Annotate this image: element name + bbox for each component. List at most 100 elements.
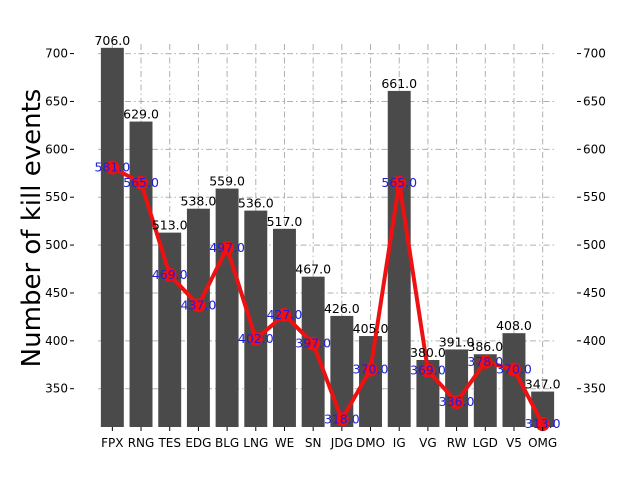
- bar-value-label: 559.0: [209, 174, 245, 189]
- x-tick-label: BLG: [215, 436, 239, 450]
- y-tick-label-left: 650: [45, 94, 68, 108]
- x-tick-label: VG: [419, 436, 437, 450]
- bar-value-label: 517.0: [267, 214, 303, 229]
- x-tick-label: OMG: [528, 436, 557, 450]
- bar-value-label: 391.0: [439, 334, 475, 349]
- point-value-label: 378.0: [467, 354, 503, 369]
- y-tick-label-right: 650: [583, 94, 606, 108]
- bar: [301, 276, 325, 427]
- point-value-labels: 581.0565.0469.0437.0497.0402.0427.0397.0…: [94, 160, 560, 432]
- bar: [158, 232, 182, 427]
- point-value-label: 313.0: [525, 416, 561, 431]
- line-point: [220, 240, 235, 255]
- bar-value-label: 380.0: [410, 345, 446, 360]
- bar-value-labels: 706.0 629.0 513.0 538.0 559.0 536.0 517.0 467.0…: [94, 33, 560, 392]
- bar: [330, 315, 354, 427]
- point-value-label: 565.0: [123, 175, 159, 190]
- x-tick-label: V5: [506, 436, 522, 450]
- kill-line: [111, 165, 545, 426]
- point-value-label: 581.0: [94, 160, 130, 175]
- bar-value-label: 629.0: [123, 107, 159, 122]
- point-value-label: 402.0: [238, 331, 274, 346]
- line-point: [535, 417, 550, 432]
- line-point: [277, 307, 292, 322]
- point-value-label: 369.0: [410, 363, 446, 378]
- bar: [244, 210, 268, 427]
- y-tick-label-left: 600: [45, 142, 68, 156]
- point-value-label: 565.0: [381, 175, 417, 190]
- x-tick-label: IG: [393, 436, 406, 450]
- y-tick-label-right: 400: [583, 334, 606, 348]
- bar-value-label: 536.0: [238, 196, 274, 211]
- y-tick-label-left: 550: [45, 190, 68, 204]
- bar-value-label: 386.0: [467, 339, 503, 354]
- line-point: [162, 267, 177, 282]
- x-tick-label: WE: [275, 436, 294, 450]
- x-tick-label: RW: [447, 436, 467, 450]
- line-point: [363, 362, 378, 377]
- line-point: [392, 175, 407, 190]
- line-point: [248, 331, 263, 346]
- x-tick-label: RNG: [128, 436, 155, 450]
- bar: [129, 121, 153, 428]
- line-point: [191, 298, 206, 313]
- bar-value-label: 467.0: [295, 262, 331, 277]
- y-tick-label-right: 450: [583, 286, 606, 300]
- line-point: [449, 395, 464, 410]
- y-tick-label-right: 550: [583, 190, 606, 204]
- y-tick-label-left: 350: [45, 382, 68, 396]
- bar-value-label: 706.0: [94, 33, 130, 48]
- bar: [100, 47, 124, 428]
- y-tick-label-right: 500: [583, 238, 606, 252]
- line-points: [105, 160, 550, 432]
- y-tick-label-left: 500: [45, 238, 68, 252]
- y-tick-label-right: 350: [583, 382, 606, 396]
- point-value-label: 469.0: [152, 267, 188, 282]
- line-point: [420, 363, 435, 378]
- x-tick-label: LNG: [243, 436, 268, 450]
- bar-value-label: 347.0: [525, 377, 561, 392]
- bar: [186, 208, 210, 427]
- y-tick-label-right: 600: [583, 142, 606, 156]
- x-tick-label: SN: [305, 436, 322, 450]
- point-value-label: 370.0: [496, 362, 532, 377]
- line-point: [478, 354, 493, 369]
- y-tick-label-left: 450: [45, 286, 68, 300]
- point-value-label: 318.0: [324, 411, 360, 426]
- line-series: [111, 165, 545, 426]
- x-tick-label: JDG: [330, 436, 353, 450]
- x-tick-label: LGD: [473, 436, 498, 450]
- line-point: [334, 412, 349, 427]
- x-tick-label: EDG: [185, 436, 211, 450]
- bar-value-label: 408.0: [496, 318, 532, 333]
- point-value-label: 397.0: [295, 336, 331, 351]
- bar: [359, 336, 383, 427]
- line-point: [306, 336, 321, 351]
- bar-value-label: 426.0: [324, 301, 360, 316]
- y-axis-label: Number of kill events: [17, 89, 47, 368]
- bar: [272, 228, 296, 427]
- point-value-label: 497.0: [209, 240, 245, 255]
- bars: [100, 47, 555, 428]
- line-point: [506, 362, 521, 377]
- x-tick-label: DMO: [356, 436, 385, 450]
- bar-value-label: 538.0: [181, 194, 217, 209]
- axes: 350 350 400 400 450 450 500 500 550 550 600 600 650 6…: [45, 47, 606, 450]
- line-point: [105, 160, 120, 175]
- bar-value-label: 405.0: [353, 321, 389, 336]
- point-value-label: 427.0: [267, 307, 303, 322]
- x-tick-label: FPX: [101, 436, 123, 450]
- point-value-label: 437.0: [181, 297, 217, 312]
- y-tick-label-right: 700: [583, 47, 606, 61]
- x-tick-label: TES: [157, 436, 181, 450]
- bar-value-label: 513.0: [152, 218, 188, 233]
- bar: [531, 391, 555, 427]
- line-point: [134, 175, 149, 190]
- point-value-label: 370.0: [353, 362, 389, 377]
- y-tick-label-left: 400: [45, 334, 68, 348]
- bar: [215, 188, 239, 427]
- bar: [387, 90, 411, 427]
- y-tick-label-left: 700: [45, 47, 68, 61]
- point-value-label: 336.0: [439, 394, 475, 409]
